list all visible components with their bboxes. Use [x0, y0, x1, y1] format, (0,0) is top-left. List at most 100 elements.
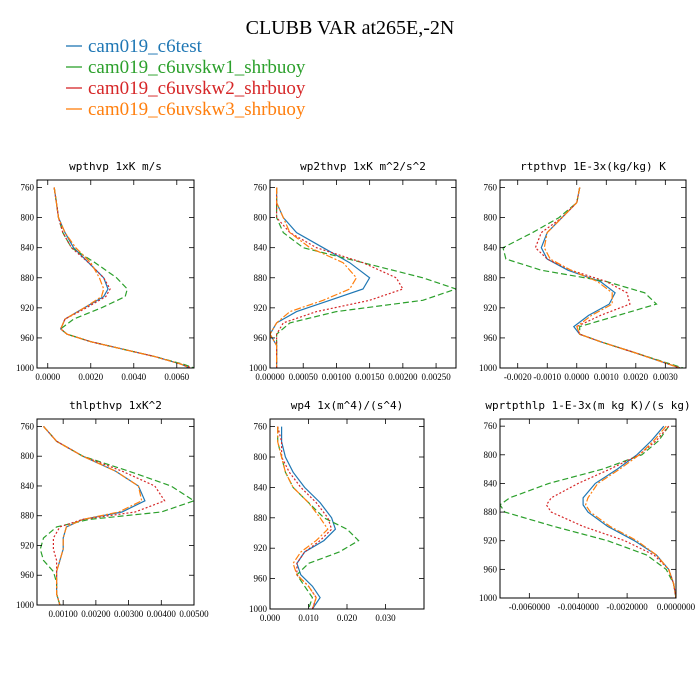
- series-line: [43, 426, 143, 605]
- chart-panel: wp2thvp 1xK m^2/s^2 760 800 840 880 920 960 100…: [249, 160, 457, 382]
- x-tick-label: 0.010: [298, 613, 319, 623]
- legend-entry: cam019_c6test: [88, 36, 203, 57]
- y-tick-label: 840: [21, 481, 35, 491]
- series-line: [53, 187, 190, 368]
- y-tick-label: 800: [21, 451, 35, 461]
- y-tick-label: 800: [484, 450, 498, 460]
- chart-panel: wprtpthlp 1-E-3x(m kg K)/(s kg) 760 800 840…: [479, 399, 696, 612]
- y-tick-label: 760: [484, 421, 498, 431]
- x-tick-label: -0.0010: [533, 372, 561, 382]
- chart-panel: thlpthvp 1xK^2 760 800 840 880 920 960 1000 0.00…: [16, 399, 209, 619]
- y-tick-label: 920: [21, 303, 35, 313]
- x-tick-label: 0.0000000: [657, 602, 696, 612]
- plot-frame: [269, 179, 457, 369]
- y-tick-label: 840: [484, 478, 498, 488]
- y-tick-label: 1000: [479, 363, 498, 373]
- plot-frame: [499, 418, 677, 599]
- x-tick-label: 0.00400: [147, 609, 177, 619]
- y-tick-label: 760: [484, 183, 498, 193]
- legend-entry: cam019_c6uvskw3_shrbuoy: [88, 99, 306, 120]
- x-tick-label: 0.020: [337, 613, 358, 623]
- series-line: [39, 426, 194, 605]
- panel-title: wpthvp 1xK m/s: [69, 160, 162, 173]
- panel-title: rtpthvp 1E-3x(kg/kg) K: [520, 160, 666, 173]
- panel-title: wp2thvp 1xK m^2/s^2: [300, 160, 426, 173]
- x-tick-label: 0.00150: [355, 372, 385, 382]
- x-tick-label: 0.00200: [81, 609, 111, 619]
- series-line: [277, 426, 333, 609]
- series-line: [502, 187, 684, 368]
- y-tick-label: 800: [484, 213, 498, 223]
- y-tick-label: 880: [254, 273, 268, 283]
- plot-frame: [269, 418, 425, 610]
- series-line: [545, 425, 676, 598]
- y-tick-label: 840: [484, 243, 498, 253]
- x-tick-label: 0.00500: [179, 609, 209, 619]
- x-tick-label: 0.00250: [421, 372, 451, 382]
- plot-frame: [499, 179, 687, 369]
- y-tick-label: 880: [484, 507, 498, 517]
- y-tick-label: 920: [484, 303, 498, 313]
- x-tick-label: 0.00300: [114, 609, 144, 619]
- x-tick-label: 0.0000: [564, 372, 589, 382]
- plot-frame: [36, 418, 195, 606]
- x-tick-label: 0.00100: [322, 372, 352, 382]
- y-tick-label: 800: [21, 213, 35, 223]
- x-tick-label: -0.0060000: [509, 602, 551, 612]
- x-tick-label: 0.0000: [35, 372, 60, 382]
- y-tick-label: 760: [21, 183, 35, 193]
- series-line: [277, 426, 360, 609]
- plot-frame: [36, 179, 195, 369]
- x-tick-label: -0.0040000: [558, 602, 600, 612]
- y-tick-label: 1000: [479, 593, 498, 603]
- y-tick-label: 1000: [249, 604, 268, 614]
- y-tick-label: 800: [254, 213, 268, 223]
- y-tick-label: 960: [484, 564, 498, 574]
- y-tick-label: 880: [254, 513, 268, 523]
- y-tick-label: 920: [21, 540, 35, 550]
- series-line: [270, 187, 371, 368]
- y-tick-label: 920: [484, 536, 498, 546]
- series-line: [534, 187, 681, 368]
- x-tick-label: 0.00200: [388, 372, 418, 382]
- panel-title: thlpthvp 1xK^2: [69, 399, 162, 412]
- series-line: [584, 425, 676, 598]
- chart-panel: wpthvp 1xK m/s76080084088092096010000.00…: [16, 160, 195, 382]
- x-tick-label: 0.030: [375, 613, 396, 623]
- series-line: [276, 187, 456, 368]
- figure-title: CLUBB VAR at265E,-2N: [246, 17, 455, 39]
- series-line: [582, 425, 676, 598]
- panel-title: wp4 1x(m^4)/(s^4): [291, 399, 404, 412]
- x-tick-label: 0.00100: [49, 609, 79, 619]
- y-tick-label: 920: [254, 543, 268, 553]
- y-tick-label: 880: [21, 273, 35, 283]
- series-line: [277, 426, 329, 609]
- chart-panel: rtpthvp 1E-3x(kg/kg) K 760 800 840 880 920 960…: [479, 160, 687, 382]
- x-tick-label: -0.0020: [504, 372, 532, 382]
- y-tick-label: 760: [254, 422, 268, 432]
- y-tick-label: 800: [254, 452, 268, 462]
- series-line: [270, 187, 358, 368]
- y-tick-label: 960: [254, 574, 268, 584]
- y-tick-label: 840: [254, 482, 268, 492]
- legend-entry: cam019_c6uvskw1_shrbuoy: [88, 57, 306, 78]
- x-tick-label: 0.00050: [289, 372, 319, 382]
- chart-panel: wp4 1x(m^4)/(s^4)76080084088092096010000…: [249, 399, 425, 623]
- x-tick-label: 0.00000: [255, 372, 285, 382]
- x-tick-label: 0.000: [260, 613, 281, 623]
- series-line: [53, 187, 194, 368]
- panel-title: wprtpthlp 1-E-3x(m kg K)/(s kg): [485, 399, 690, 412]
- x-tick-label: 0.0020: [623, 372, 648, 382]
- y-tick-label: 880: [484, 273, 498, 283]
- y-tick-label: 760: [254, 183, 268, 193]
- y-tick-label: 1000: [249, 363, 268, 373]
- y-tick-label: 960: [484, 333, 498, 343]
- x-tick-label: -0.0020000: [606, 602, 648, 612]
- y-tick-label: 840: [21, 243, 35, 253]
- x-tick-label: 0.0020: [78, 372, 103, 382]
- y-tick-label: 1000: [16, 363, 35, 373]
- x-tick-label: 0.0010: [594, 372, 619, 382]
- y-tick-label: 760: [21, 421, 35, 431]
